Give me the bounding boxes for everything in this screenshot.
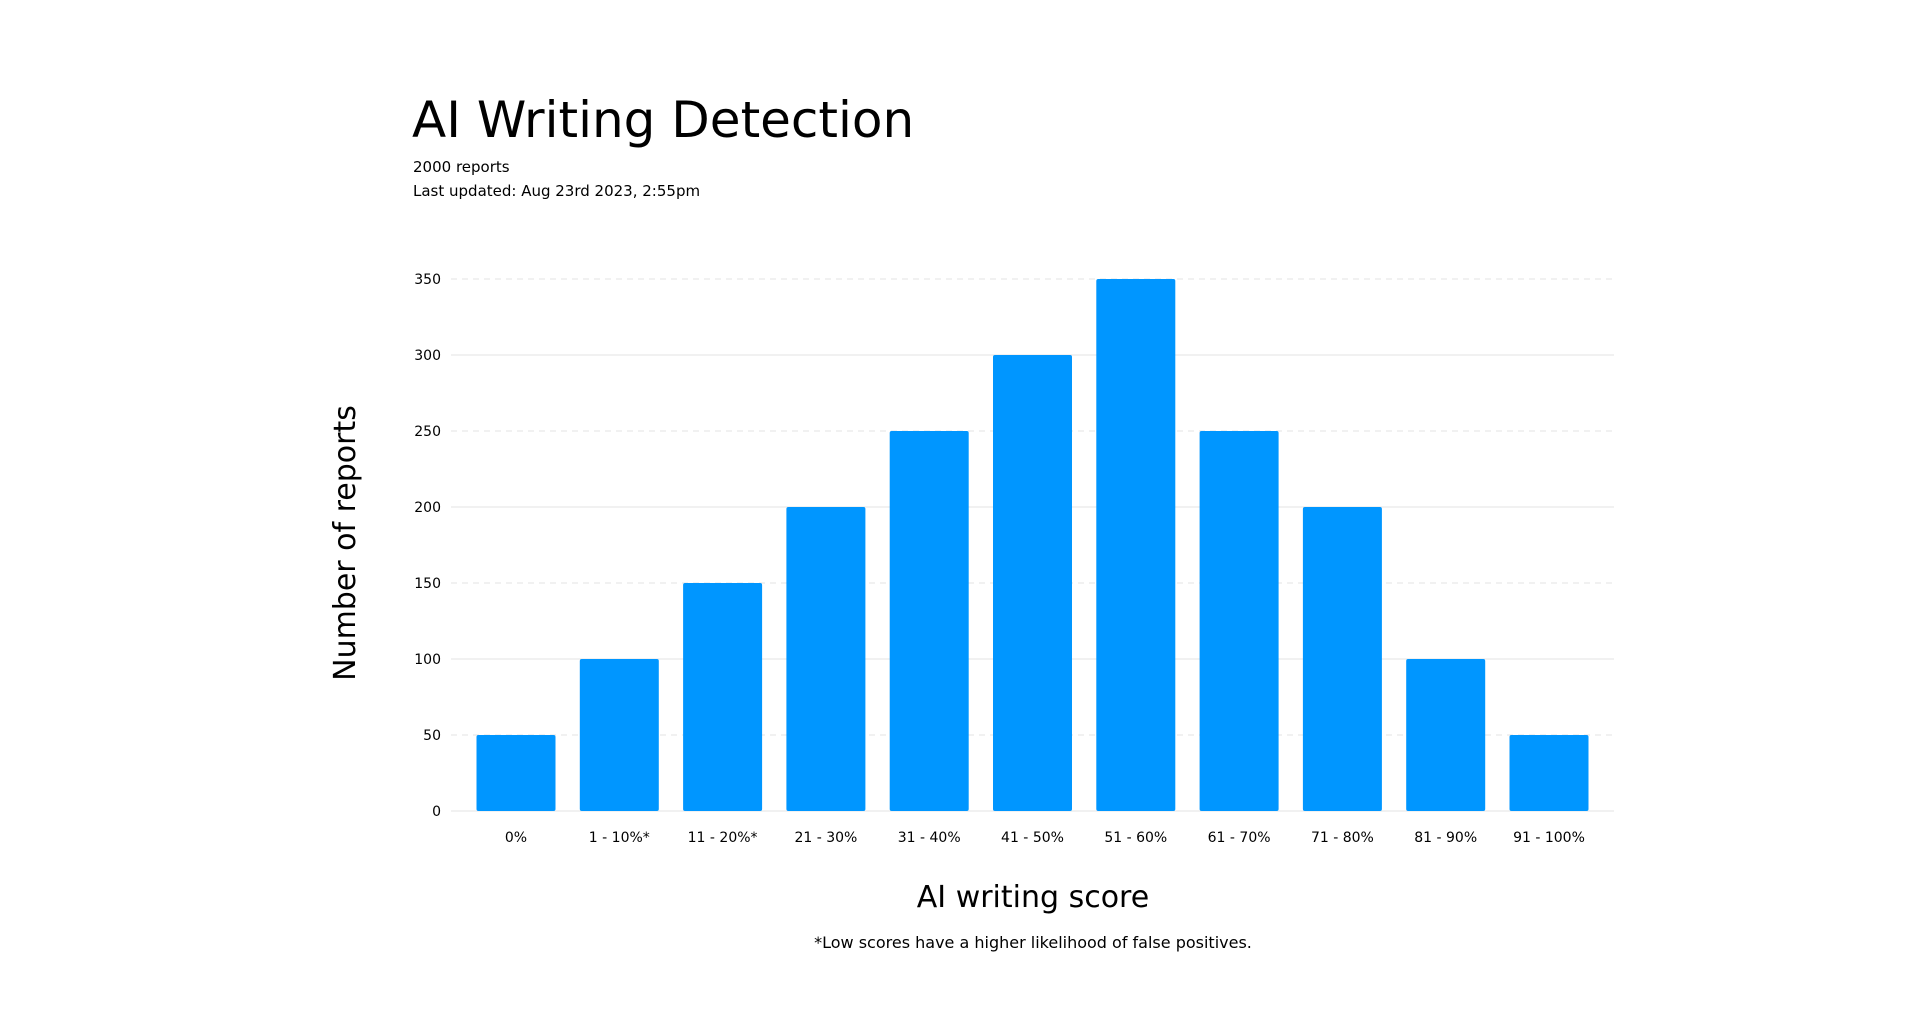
x-tick-label: 81 - 90%	[1414, 830, 1477, 846]
y-tick-label: 150	[414, 576, 441, 592]
bar	[889, 431, 969, 811]
bar	[786, 507, 866, 811]
bar	[683, 583, 763, 811]
y-tick-label: 100	[414, 652, 441, 668]
bar	[1302, 507, 1382, 811]
y-tick-label: 50	[423, 728, 441, 744]
x-tick-label: 71 - 80%	[1311, 830, 1374, 846]
bar	[1199, 431, 1279, 811]
y-tick-label: 200	[414, 500, 441, 516]
y-axis-title: Number of reports	[328, 405, 363, 681]
x-tick-label: 21 - 30%	[794, 830, 857, 846]
x-tick-label: 31 - 40%	[898, 830, 961, 846]
x-tick-label: 0%	[505, 830, 527, 846]
last-updated: Last updated: Aug 23rd 2023, 2:55pm	[413, 182, 701, 200]
bar	[993, 355, 1072, 811]
footnote: *Low scores have a higher likelihood of …	[814, 933, 1252, 952]
report-count: 2000 reports	[413, 158, 510, 176]
bar	[1509, 735, 1589, 811]
x-tick-label: 91 - 100%	[1513, 830, 1585, 846]
bar	[1406, 659, 1486, 811]
y-tick-label: 300	[414, 348, 441, 364]
x-tick-label: 11 - 20%*	[688, 830, 758, 846]
x-axis-title: AI writing score	[917, 880, 1149, 915]
bar	[476, 735, 556, 811]
x-tick-label: 51 - 60%	[1104, 830, 1167, 846]
chart-title: AI Writing Detection	[412, 91, 915, 149]
y-tick-label: 0	[432, 804, 441, 820]
x-tick-label: 1 - 10%*	[589, 830, 650, 846]
y-axis-ticks: 0 50 100 150 200 250 300 350	[414, 272, 441, 820]
y-tick-label: 250	[414, 424, 441, 440]
x-tick-label: 61 - 70%	[1208, 830, 1271, 846]
y-tick-label: 350	[414, 272, 441, 288]
bar	[579, 659, 659, 811]
x-tick-label: 41 - 50%	[1001, 830, 1064, 846]
x-axis-ticks: 0% 1 - 10%* 11 - 20%* 21 - 30% 31 - 40% 41 - …	[505, 830, 1585, 846]
bars	[476, 279, 1589, 811]
bar	[1096, 279, 1176, 811]
